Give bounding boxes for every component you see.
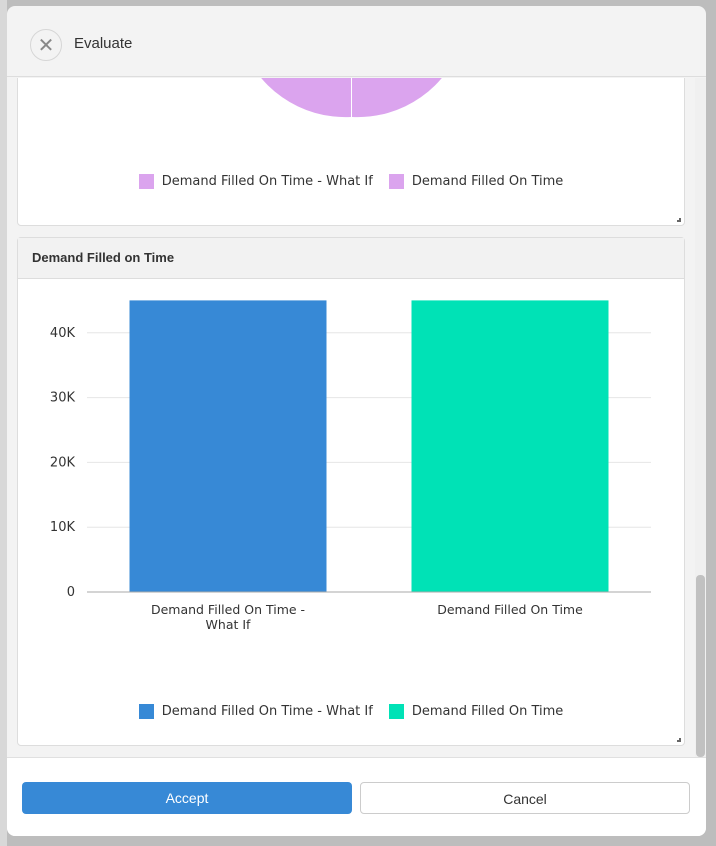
legend-label: Demand Filled On Time	[411, 704, 564, 719]
legend-label: Demand Filled On Time	[411, 174, 564, 189]
dialog-content[interactable]: Demand Filled On Time - What If Demand F…	[7, 78, 706, 757]
y-tick-label: 30K	[50, 391, 76, 406]
pie-legend: Demand Filled On Time - What If Demand F…	[18, 174, 684, 189]
scrollbar[interactable]	[695, 78, 706, 757]
legend-swatch	[388, 174, 404, 189]
resize-handle[interactable]	[677, 218, 681, 222]
bar-chart: 010K20K30K40K50KDemand Filled On Time -W…	[50, 300, 651, 632]
bar[interactable]	[411, 300, 609, 592]
x-tick-label: What If	[206, 617, 252, 632]
pie-slice	[261, 78, 351, 118]
accept-button[interactable]: Accept	[22, 782, 352, 814]
close-icon[interactable]: ✕	[30, 29, 62, 61]
legend-label: Demand Filled On Time - What If	[161, 174, 373, 189]
evaluate-dialog: ✕ Evaluate Demand Filled On Time - What …	[7, 6, 706, 836]
y-tick-label: 20K	[50, 455, 76, 470]
card-title: Demand Filled on Time	[18, 238, 684, 279]
cancel-button[interactable]: Cancel	[360, 782, 690, 814]
legend-swatch	[138, 704, 154, 719]
x-tick-label: Demand Filled On Time -	[151, 602, 305, 617]
dialog-header: ✕ Evaluate	[7, 6, 706, 77]
bar-legend: Demand Filled On Time - What If Demand F…	[18, 704, 684, 719]
legend-item[interactable]: Demand Filled On Time	[388, 174, 564, 189]
dialog-title: Evaluate	[74, 35, 133, 52]
resize-handle[interactable]	[677, 738, 681, 742]
y-tick-label: 0	[67, 585, 75, 600]
dialog-footer: Accept Cancel	[7, 757, 706, 836]
legend-item[interactable]: Demand Filled On Time	[388, 704, 564, 719]
legend-label: Demand Filled On Time - What If	[161, 704, 373, 719]
bar-chart-card: Demand Filled on Time 010K20K30K40K50KDe…	[17, 237, 685, 746]
y-tick-label: 10K	[50, 520, 76, 535]
pie-chart-card: Demand Filled On Time - What If Demand F…	[17, 78, 685, 226]
legend-swatch	[388, 704, 404, 719]
pie-chart	[261, 78, 442, 118]
x-tick-label: Demand Filled On Time	[437, 602, 583, 617]
bar[interactable]	[129, 300, 327, 592]
y-tick-label: 40K	[50, 326, 76, 341]
legend-swatch	[138, 174, 154, 189]
pie-slice	[352, 78, 442, 118]
background-app	[0, 0, 7, 846]
legend-item[interactable]: Demand Filled On Time - What If	[138, 704, 373, 719]
legend-item[interactable]: Demand Filled On Time - What If	[138, 174, 373, 189]
scrollbar-thumb[interactable]	[696, 575, 705, 757]
